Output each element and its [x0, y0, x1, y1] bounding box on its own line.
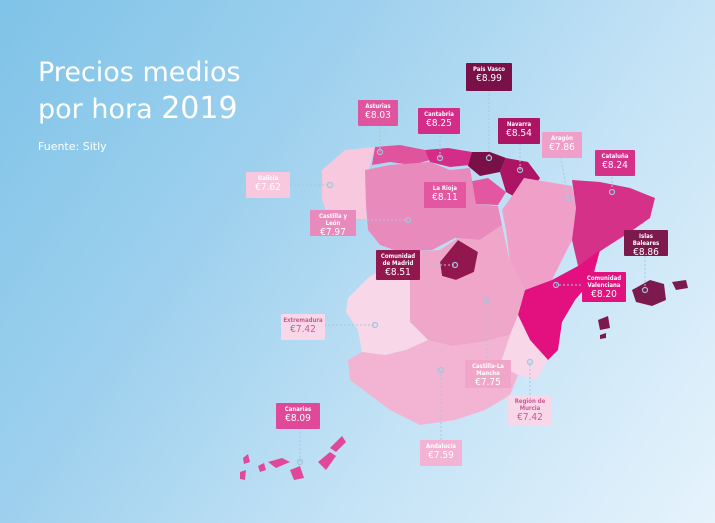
label-canarias: Canarias €8.09	[276, 403, 320, 429]
source-caption: Fuente: Sitly	[38, 140, 107, 153]
title-line-1: Precios medios	[38, 57, 241, 88]
island-canarias-3	[258, 463, 266, 472]
label-andalucia: Andalucía €7.59	[420, 440, 462, 466]
island-ibiza	[598, 316, 610, 330]
region-galicia	[322, 147, 375, 220]
region-aragon	[502, 178, 576, 290]
label-aragon: Aragón €7.86	[542, 132, 582, 158]
region-markers	[296, 148, 649, 466]
island-canarias-2	[240, 470, 246, 480]
label-castilla-leon: Castilla y León €7.97	[310, 210, 356, 238]
label-cataluna: Cataluña €8.24	[595, 150, 635, 176]
label-valenciana: Comunidad Valenciana €8.20	[582, 272, 626, 302]
region-la-rioja	[468, 178, 506, 205]
island-canarias-7	[330, 436, 346, 452]
label-islas-baleares: Islas Baleares €8.86	[624, 230, 668, 258]
island-mallorca	[632, 280, 666, 306]
island-canarias-1	[243, 454, 250, 464]
region-cataluna	[572, 180, 655, 266]
label-murcia: Región de Murcia €7.42	[508, 395, 552, 425]
label-asturias: Asturias €8.03	[358, 100, 398, 126]
label-cantabria: Cantabria €8.25	[418, 108, 460, 134]
region-castilla-la-mancha	[410, 225, 525, 346]
region-valenciana	[518, 250, 600, 360]
page-title: Precios medios por hora 2019	[38, 55, 241, 128]
title-year: 2019	[161, 91, 238, 126]
label-castilla-la-mancha: Castilla-La Mancha €7.75	[465, 360, 511, 388]
island-canarias-6	[318, 452, 336, 470]
region-cantabria	[425, 148, 472, 167]
island-formentera	[600, 333, 606, 339]
title-line-2: por hora	[38, 94, 153, 125]
label-pais-vasco: País Vasco €8.99	[466, 63, 512, 91]
island-canarias-5	[290, 466, 304, 480]
label-galicia: Galicia €7.62	[246, 172, 290, 198]
label-madrid: Comunidad de Madrid €8.51	[376, 250, 420, 280]
label-navarra: Navarra €8.54	[498, 118, 540, 144]
region-extremadura	[346, 262, 428, 355]
region-pais-vasco	[468, 152, 506, 176]
region-andalucia	[348, 335, 518, 425]
region-madrid	[440, 240, 478, 280]
region-murcia	[500, 315, 548, 380]
island-canarias-4	[268, 458, 290, 468]
region-asturias	[372, 145, 430, 165]
label-la-rioja: La Rioja €8.11	[424, 182, 466, 208]
island-menorca	[672, 280, 688, 290]
label-extremadura: Extremadura €7.42	[281, 314, 325, 340]
